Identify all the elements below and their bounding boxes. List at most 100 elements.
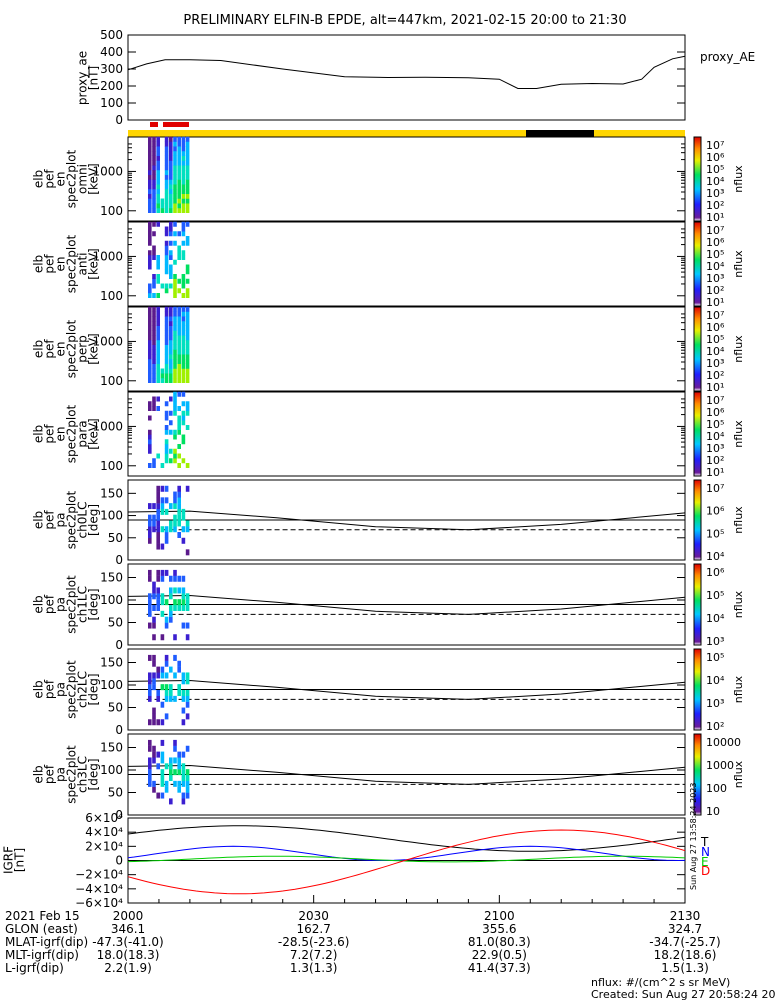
spectrogram-cell [181,250,186,256]
spectrogram-cell [164,453,169,459]
spectrogram-cell [169,684,173,691]
spectrogram-cell [160,543,165,550]
spectrogram-cell [181,587,186,594]
spectrogram-cell [164,497,169,504]
spectrogram-cell [173,757,177,764]
ephemeris-value: 324.7 [668,922,702,936]
spectrogram-cell [173,146,177,152]
ephemeris-value: 22.9(0.5) [472,948,527,962]
igrf-e-line [127,855,686,863]
spectrogram-cell [148,537,152,544]
spectrogram-cell [173,654,177,661]
spectrogram-cell [173,491,177,498]
spectrogram-cell [177,453,181,459]
spectrogram-cell [181,189,186,194]
spectrogram-cell [169,448,173,454]
spectrogram-cell [156,406,160,411]
spectrogram-cell [173,429,177,435]
y-axis-label-line: [deg] [87,674,101,706]
spectrogram-cell [148,599,152,606]
spectrogram-cell [185,401,190,407]
spectrogram-cell [156,170,160,175]
spectrogram-cell [173,769,177,776]
spectrogram-cell [152,713,156,720]
spectrogram-panel-3: elbpefenspec2plotperp[keV]100010010⁷10⁶1… [32,306,745,394]
spectrogram-cell [156,340,160,345]
colorbar-tick-label: 10² [706,369,724,382]
spectrogram-cell [152,520,156,527]
spectrogram-cell [156,344,160,350]
spectrogram-cell [152,616,156,623]
y-tick-label: 100 [100,678,123,692]
spectrogram-cell [169,695,173,702]
proxy-ae-y-label: proxy_ae[nT] [76,51,101,105]
spectrogram-cell [156,593,160,600]
spectrogram-cell [173,363,177,369]
colorbar-label: nflux [732,420,745,448]
spectrogram-cell [152,165,156,171]
proxy-ae-series-line [127,55,686,89]
spectrogram-cell [148,448,152,454]
y-axis-label-line: perp [76,335,90,363]
colorbar-tick-label: 10⁶ [706,151,725,164]
spectrogram-cell [169,458,173,464]
spectrogram-cell [148,316,152,322]
spectrogram-cell [164,410,169,416]
spectrogram-cell [152,278,156,284]
spectrogram-cell [177,587,181,594]
spectrogram-cell [152,325,156,331]
spectrogram-cell [181,514,186,521]
y-axis-label-line: pef [43,510,57,530]
spectrogram-cell [173,321,177,326]
spectrogram-cell [185,354,190,360]
spectrogram-cell [148,208,152,213]
spectrogram-cell [169,179,173,185]
spectrogram-cell [185,221,190,227]
spectrogram-cell [181,439,186,445]
colorbar-label: nflux [732,760,745,788]
spectrogram-cell [148,198,152,204]
y-tick-label: 2×10⁴ [85,839,123,853]
spectrogram-cell [169,666,173,673]
colorbar-tick-label: 10⁷ [706,139,724,152]
spectrogram-cell [181,707,186,714]
spectrogram-cell [185,605,190,611]
spectrogram-cell [177,325,181,331]
spectrogram-cell [160,599,165,606]
panel-y-ticks: 150 100 50 0 [100,741,685,822]
spectrogram-cell [177,599,181,606]
spectrogram-cell [169,221,173,227]
colorbar-tick-label: 10⁵ [706,333,724,346]
spectrogram-cell [169,396,173,402]
spectrogram-cell [164,526,169,533]
spectrogram-cell [169,311,173,317]
spectrogram-cell [148,203,152,209]
ephemeris-value: 162.7 [296,922,330,936]
spectrogram-cell [181,255,186,260]
spectrogram-cell [173,634,177,641]
spectrogram-cell [148,359,152,364]
spectrogram-cell [148,439,152,445]
spectrogram-cell [181,599,186,606]
y-tick-label: 100 [100,204,123,218]
spectrogram-cell [177,311,181,317]
spectrogram-cell [181,769,186,776]
spectrogram-cell [156,203,160,209]
spectrogram-cell [181,434,186,440]
spectrogram-cell [173,605,177,611]
spectrogram-cell [185,792,190,799]
spectrogram-cell [173,198,177,204]
colorbar-label: nflux [732,590,745,618]
spectrogram-cell [169,269,173,275]
spectrogram-cell [173,373,177,379]
spectrogram-cell [177,485,181,492]
spectrogram-cell [185,141,190,147]
y-axis-label-line: [deg] [87,589,101,621]
spectrogram-cell [185,368,190,374]
panel-y-ticks: 150 100 50 0 [100,486,685,567]
chart-title: PRELIMINARY ELFIN-B EPDE, alt=447km, 202… [183,13,626,28]
colorbar-tick-label: 10⁶ [706,236,725,249]
spectrogram-cell [156,503,160,510]
spectrogram-cell [177,503,181,510]
spectrogram-cell [148,193,152,199]
